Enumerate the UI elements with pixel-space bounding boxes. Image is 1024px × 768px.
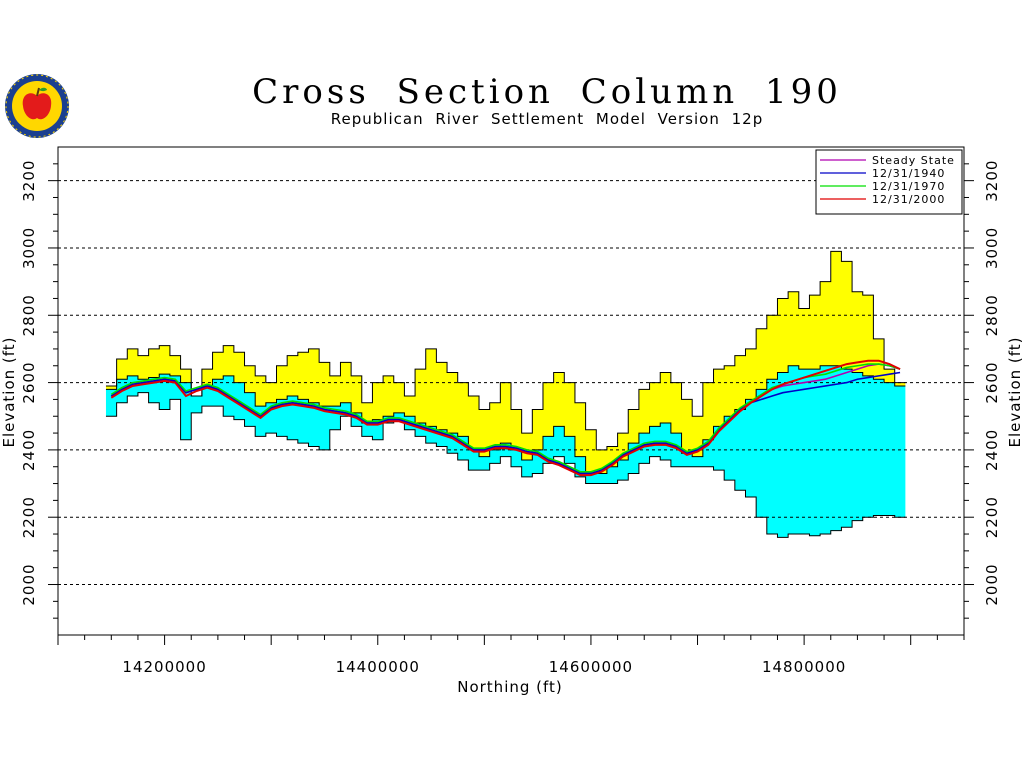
y-tick-label-left: 3200	[20, 160, 38, 202]
lower-layer-area	[105, 365, 906, 538]
y-tick-label-right: 3000	[983, 227, 1001, 269]
series-line	[110, 359, 901, 477]
axes: 14200000 14400000 14600000 14800000 2000 2000…	[0, 160, 1024, 696]
y-tick-label-right: 2800	[983, 294, 1001, 336]
y-tick-label-left: 2200	[20, 496, 38, 538]
x-tick-label: 14800000	[762, 658, 846, 676]
y-tick-label-left: 2800	[20, 294, 38, 336]
x-tick-label: 14400000	[336, 658, 420, 676]
y-tick-label-left: 2000	[20, 563, 38, 605]
layer-bottom-outline	[105, 392, 906, 538]
upper-layer-area	[105, 251, 906, 474]
x-axis-label: Northing (ft)	[457, 678, 563, 696]
page-subtitle: Republican River Settlement Model Versio…	[330, 110, 764, 128]
legend-box	[815, 149, 963, 215]
page-title: Cross Section Column 190	[252, 72, 842, 112]
y-tick-label-right: 2000	[983, 563, 1001, 605]
y-tick-label-right: 2600	[983, 361, 1001, 403]
y-tick-label-right: 2400	[983, 429, 1001, 471]
legend-label: 12/31/1940	[872, 167, 945, 180]
apple-seal-icon	[5, 74, 69, 138]
y-tick-label-left: 2400	[20, 429, 38, 471]
series-lines	[110, 359, 901, 477]
legend: Steady State12/31/194012/31/197012/31/20…	[815, 149, 963, 215]
series-line	[110, 363, 901, 473]
y-axis-label-right: Elevation (ft)	[1006, 336, 1024, 447]
legend-label: 12/31/2000	[872, 193, 945, 206]
series-line	[110, 371, 901, 475]
legend-label: 12/31/1970	[872, 180, 945, 193]
y-tick-label-right: 3200	[983, 160, 1001, 202]
x-tick-label: 14200000	[122, 658, 206, 676]
y-tick-label-left: 2600	[20, 361, 38, 403]
legend-label: Steady State	[872, 154, 955, 167]
y-tick-label-right: 2200	[983, 496, 1001, 538]
y-axis-label-left: Elevation (ft)	[0, 336, 18, 447]
x-tick-label: 14600000	[549, 658, 633, 676]
y-tick-label-left: 3000	[20, 227, 38, 269]
